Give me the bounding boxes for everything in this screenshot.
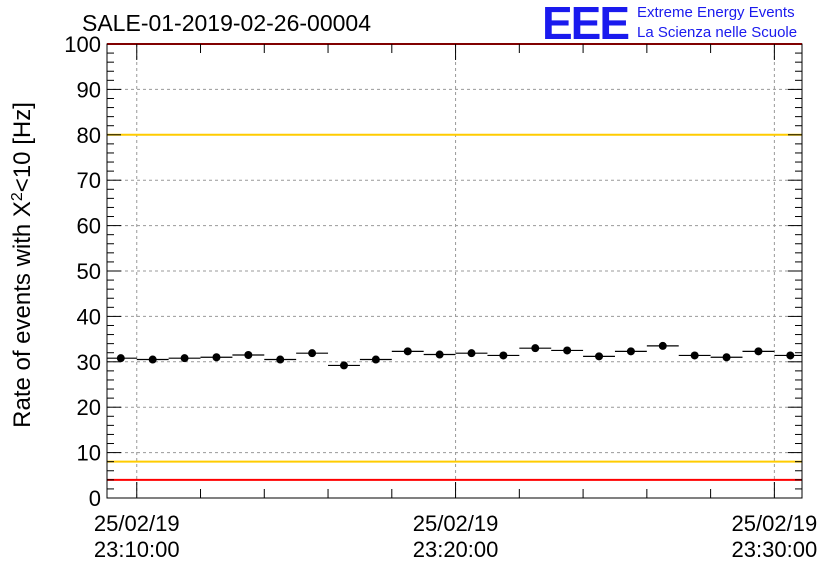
y-tick-label: 70 <box>77 168 101 193</box>
data-point <box>563 346 572 355</box>
data-point <box>403 347 412 356</box>
y-tick-label: 60 <box>77 214 101 239</box>
y-tick-label: 100 <box>64 32 101 57</box>
x-tick-time: 23:20:00 <box>413 537 499 562</box>
axes <box>106 43 803 499</box>
data-point <box>339 361 348 370</box>
y-tick-label: 90 <box>77 77 101 102</box>
y-tick-label: 80 <box>77 123 101 148</box>
data-point <box>595 352 604 361</box>
data-point <box>308 349 317 358</box>
axis-labels: 010203040506070809010025/02/1923:10:0025… <box>9 32 818 562</box>
y-tick-label: 0 <box>89 486 101 511</box>
data-point <box>722 353 731 362</box>
eee-logo: EEE <box>542 0 630 49</box>
y-tick-label: 10 <box>77 441 101 466</box>
x-tick-date: 25/02/19 <box>94 511 180 536</box>
reference-lines <box>107 43 802 481</box>
data-point <box>116 354 125 363</box>
data-point <box>499 351 508 360</box>
chart-title: SALE-01-2019-02-26-00004 <box>82 10 371 36</box>
x-tick-time: 23:10:00 <box>94 537 180 562</box>
data-point <box>276 355 285 364</box>
data-point <box>148 355 157 364</box>
data-point <box>658 341 667 350</box>
y-tick-label: 40 <box>77 304 101 329</box>
x-tick-time: 23:30:00 <box>732 537 818 562</box>
data-points <box>107 341 802 370</box>
data-point <box>180 354 189 363</box>
y-tick-label: 30 <box>77 350 101 375</box>
data-point <box>244 350 253 359</box>
logo-caption-line1: Extreme Energy Events <box>637 4 795 21</box>
grid-layer <box>107 44 802 498</box>
data-point <box>754 347 763 356</box>
y-tick-label: 20 <box>77 395 101 420</box>
data-point <box>435 350 444 359</box>
data-point <box>786 351 795 360</box>
data-point <box>371 355 380 364</box>
x-tick-date: 25/02/19 <box>732 511 818 536</box>
data-point <box>690 351 699 360</box>
logo-caption-line2: La Scienza nelle Scuole <box>637 24 798 41</box>
data-point <box>467 349 476 358</box>
data-point <box>531 344 540 353</box>
data-point <box>626 347 635 356</box>
x-tick-date: 25/02/19 <box>413 511 499 536</box>
data-point <box>212 353 221 362</box>
y-tick-label: 50 <box>77 259 101 284</box>
y-axis-title: Rate of events with X2<10 [Hz] <box>9 102 37 428</box>
